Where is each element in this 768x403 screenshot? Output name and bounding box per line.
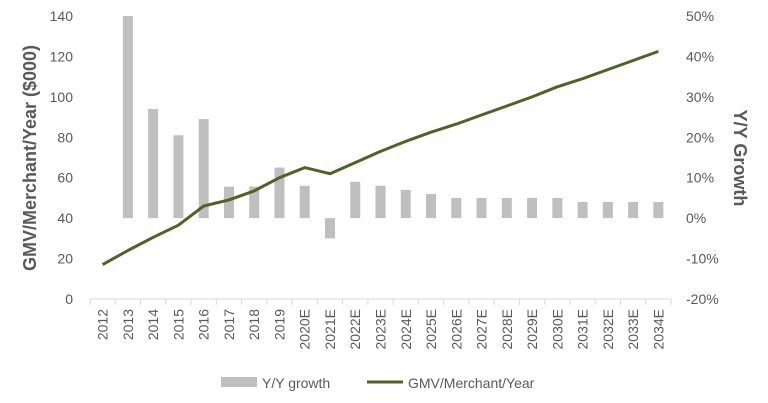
bar-2030E — [552, 197, 563, 219]
y-tick-label: 120 — [50, 48, 74, 64]
bar-2029E — [527, 197, 538, 219]
y2-tick-label: 30% — [686, 89, 714, 105]
bar-2028E — [501, 197, 512, 219]
y2-tick-label: 40% — [686, 48, 714, 64]
x-tick-label: 2026E — [448, 309, 464, 349]
x-tick-label: 2025E — [423, 309, 439, 349]
bar-2020E — [299, 185, 310, 219]
x-tick-label: 2032E — [600, 309, 616, 349]
x-tick-label: 2015 — [170, 309, 186, 340]
y-tick-label: 60 — [57, 170, 73, 186]
x-tick-label: 2027E — [474, 309, 490, 349]
x-tick-label: 2014 — [145, 309, 161, 340]
y2-tick-label: -20% — [686, 291, 719, 307]
y2-tick-label: 10% — [686, 170, 714, 186]
bar-2016 — [198, 119, 209, 219]
legend: Y/Y growth GMV/Merchant/Year — [221, 375, 535, 391]
x-tick-label: 2028E — [499, 309, 515, 349]
y-axis-title: GMV/Merchant/Year ($000) — [20, 45, 40, 271]
bar-2014 — [148, 108, 159, 219]
x-tick-label: 2029E — [524, 309, 540, 349]
x-tick-label: 2024E — [398, 309, 414, 349]
bar-2019 — [274, 167, 285, 219]
x-tick-label: 2018 — [246, 309, 262, 340]
bar-2013 — [122, 16, 133, 219]
y2-tick-label: 20% — [686, 129, 714, 145]
x-tick-label: 2031E — [575, 309, 591, 349]
y-tick-label: 20 — [57, 251, 73, 267]
x-tick-label: 2012 — [95, 309, 111, 340]
bar-2031E — [577, 201, 588, 219]
line-series — [101, 49, 659, 266]
bar-2017 — [223, 186, 234, 219]
bar-2025E — [426, 193, 437, 219]
x-tick-label: 2017 — [221, 309, 237, 340]
bar-2018 — [249, 186, 260, 219]
legend-label-bar: Y/Y growth — [262, 375, 330, 391]
x-tick-label: 2022E — [347, 309, 363, 349]
bars — [122, 16, 664, 239]
y2-tick-label: 50% — [686, 8, 714, 24]
y2-axis-title: Y/Y Growth — [730, 110, 750, 207]
tick-labels: 0 20 40 60 80 100 120 140 -20% -10% 0% 10% 20% 30% 40%… — [50, 8, 719, 349]
x-tick-label: 2013 — [120, 309, 136, 340]
bar-2034E — [653, 201, 664, 219]
y2-tick-label: -10% — [686, 251, 719, 267]
bar-2023E — [375, 185, 386, 219]
x-tick-label: 2019 — [272, 309, 288, 340]
bar-2032E — [602, 201, 613, 219]
x-tick-label: 2016 — [196, 309, 212, 340]
bar-2024E — [400, 189, 411, 219]
x-tick-label: 2020E — [297, 309, 313, 349]
y-tick-label: 0 — [65, 291, 73, 307]
bar-2015 — [173, 135, 184, 219]
y-tick-label: 100 — [50, 89, 74, 105]
x-tick-label: 2023E — [373, 309, 389, 349]
x-tick-label: 2030E — [549, 309, 565, 349]
bar-2022E — [350, 181, 361, 219]
y-tick-label: 40 — [57, 210, 73, 226]
axes — [89, 298, 672, 305]
y2-tick-label: 0% — [686, 210, 706, 226]
x-tick-label: 2034E — [650, 309, 666, 349]
y-tick-label: 80 — [57, 129, 73, 145]
bar-2033E — [628, 201, 639, 219]
legend-swatch-bar — [221, 377, 257, 387]
x-tick-label: 2033E — [625, 309, 641, 349]
bar-2026E — [451, 197, 462, 219]
x-tick-label: 2021E — [322, 309, 338, 349]
bar-2021E — [324, 218, 335, 239]
y-tick-label: 140 — [50, 8, 74, 24]
legend-label-line: GMV/Merchant/Year — [408, 375, 535, 391]
line-gmv-merchant-year — [101, 49, 659, 266]
bar-2027E — [476, 197, 487, 219]
